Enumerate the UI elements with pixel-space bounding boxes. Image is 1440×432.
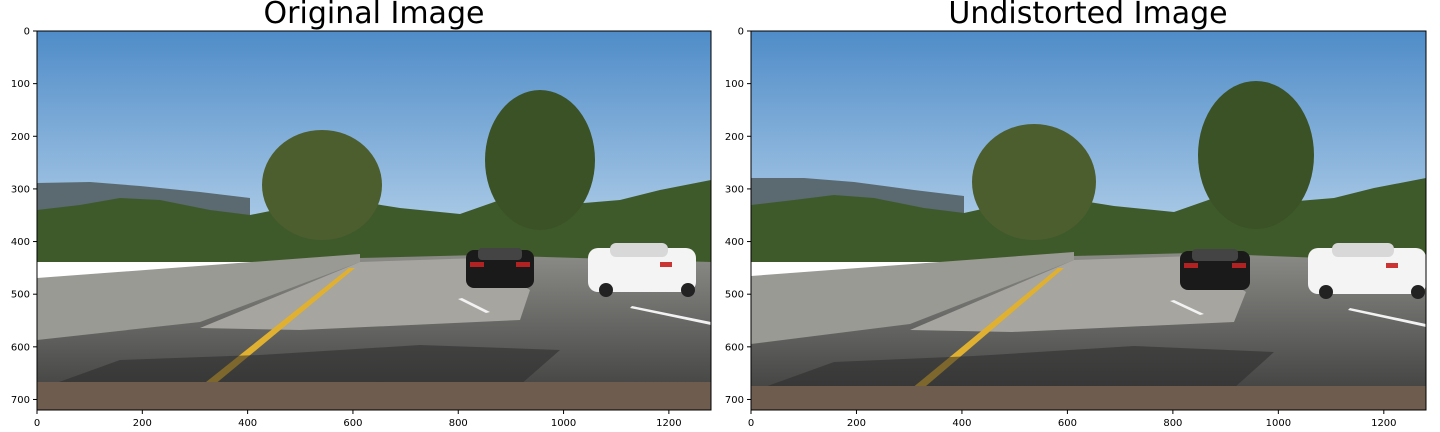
tree-right: [1198, 81, 1314, 229]
x-tick-label: 1000: [551, 418, 576, 429]
photo-undistorted: [751, 31, 1426, 410]
white-car: [1308, 243, 1426, 299]
concrete-patch: [200, 258, 530, 330]
y-tick-label: 0: [24, 27, 30, 38]
white-car: [588, 243, 696, 297]
tree-right: [485, 90, 595, 230]
y-tick-label: 400: [725, 237, 744, 248]
y-tick-label: 700: [11, 395, 30, 406]
lane-white-dash: [458, 298, 490, 313]
axes-frame: [36, 30, 712, 411]
y-tick-label: 100: [11, 79, 30, 90]
black-car: [466, 248, 534, 288]
y-tick-label: 300: [11, 184, 30, 195]
concrete-patch: [910, 256, 1246, 332]
barrier: [37, 254, 360, 340]
x-tick-label: 400: [952, 418, 971, 429]
y-tick-label: 200: [725, 132, 744, 143]
tree-line: [751, 178, 1426, 262]
x-tick-label: 200: [133, 418, 152, 429]
axes-original: 0 200 400 600 800 1000 1200 0 100 200 300 400 500 600…: [11, 27, 712, 430]
x-tick-label: 800: [1163, 418, 1182, 429]
photo-original: [37, 31, 711, 410]
x-tick-label: 1000: [1266, 418, 1291, 429]
y-tick-label: 500: [11, 290, 30, 301]
foreground: [37, 382, 711, 410]
lane-white-dash: [1170, 300, 1204, 315]
lane-white-right: [630, 306, 711, 325]
tree-left: [262, 130, 382, 240]
barrier: [751, 252, 1074, 344]
y-tick-label: 200: [11, 132, 30, 143]
x-tick-label: 400: [238, 418, 257, 429]
x-tick-label: 1200: [1371, 418, 1396, 429]
x-tick-label: 0: [748, 418, 754, 429]
y-tick-label: 100: [725, 79, 744, 90]
y-tick-label: 500: [725, 290, 744, 301]
axes-frame: [750, 30, 1427, 411]
tree-left: [972, 124, 1096, 240]
y-tick-label: 300: [725, 184, 744, 195]
axes-undistorted: 0 200 400 600 800 1000 1200 0 100 200 300 400 500 600…: [725, 27, 1427, 430]
y-tick-label: 600: [725, 342, 744, 353]
tree-line: [37, 180, 711, 262]
x-tick-label: 1200: [656, 418, 681, 429]
panel-title: Undistorted Image: [948, 0, 1228, 31]
x-tick-label: 800: [449, 418, 468, 429]
y-tick-label: 700: [725, 395, 744, 406]
black-car: [1180, 249, 1250, 290]
x-tick-label: 600: [1058, 418, 1077, 429]
y-tick-label: 600: [11, 342, 30, 353]
x-tick-label: 200: [847, 418, 866, 429]
x-tick-label: 600: [343, 418, 362, 429]
ticks-undistorted: 0 200 400 600 800 1000 1200 0 100 200 300 400 500 600…: [725, 27, 1397, 430]
y-tick-label: 0: [738, 27, 744, 38]
ticks-original: 0 200 400 600 800 1000 1200 0 100 200 300 400 500 600…: [11, 27, 682, 430]
foreground: [751, 386, 1426, 410]
x-tick-label: 0: [34, 418, 40, 429]
lane-white-right: [1348, 308, 1426, 327]
y-tick-label: 400: [11, 237, 30, 248]
panel-undistorted: Undistorted Image: [714, 0, 1440, 432]
panel-original: Original Image: [11, 0, 712, 430]
panel-title: Original Image: [263, 0, 485, 31]
